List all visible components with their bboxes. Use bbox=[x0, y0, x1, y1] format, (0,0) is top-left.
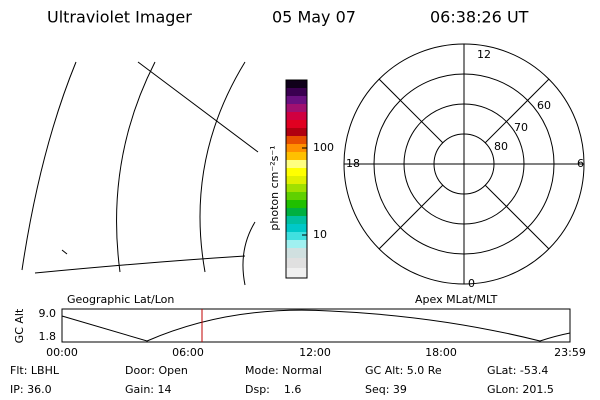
status-field: IP: 36.0 bbox=[10, 383, 52, 396]
timeline-right-title: Apex MLat/MLT bbox=[415, 293, 498, 306]
timeline-x-tick: 06:00 bbox=[172, 346, 204, 359]
status-field: GC Alt: 5.0 Re bbox=[365, 364, 442, 377]
date: 05 May 07 bbox=[272, 8, 356, 27]
map-grid bbox=[21, 61, 259, 286]
polar-grid bbox=[343, 43, 585, 285]
title: Ultraviolet Imager bbox=[47, 8, 192, 27]
colorbar-tick: 10 bbox=[313, 228, 327, 241]
time: 06:38:26 UT bbox=[430, 8, 529, 27]
status-field: Dsp: 1.6 bbox=[245, 383, 301, 396]
timeline-x-tick: 23:59 bbox=[554, 346, 586, 359]
mlat-label: 60 bbox=[537, 99, 551, 112]
colorbar-label: photon cm⁻²s⁻¹ bbox=[268, 145, 281, 230]
mlat-label: 70 bbox=[514, 121, 528, 134]
colorbar-tick: 100 bbox=[313, 141, 334, 154]
mlt-label: 0 bbox=[468, 277, 475, 290]
status-field: GLat: -53.4 bbox=[487, 364, 548, 377]
mlt-label: 12 bbox=[477, 48, 491, 61]
status-field: GLon: 201.5 bbox=[487, 383, 554, 396]
timeline-y-tick: 1.8 bbox=[39, 330, 57, 343]
status-field: Door: Open bbox=[125, 364, 188, 377]
timeline-plot bbox=[61, 308, 571, 343]
timeline-left-title: Geographic Lat/Lon bbox=[67, 293, 174, 306]
timeline-x-tick: 12:00 bbox=[299, 346, 331, 359]
status-field: Mode: Normal bbox=[245, 364, 322, 377]
status-field: Flt: LBHL bbox=[10, 364, 60, 377]
status-field: Gain: 14 bbox=[125, 383, 172, 396]
status-field: Seq: 39 bbox=[365, 383, 407, 396]
timeline-x-tick: 18:00 bbox=[425, 346, 457, 359]
timeline-y-label: GC Alt bbox=[13, 308, 26, 343]
colorbar bbox=[285, 79, 308, 279]
timeline-y-tick: 9.0 bbox=[39, 307, 57, 320]
mlt-label: 6 bbox=[577, 157, 584, 170]
timeline-x-tick: 00:00 bbox=[46, 346, 78, 359]
mlat-label: 80 bbox=[494, 140, 508, 153]
mlt-label: 18 bbox=[346, 157, 360, 170]
